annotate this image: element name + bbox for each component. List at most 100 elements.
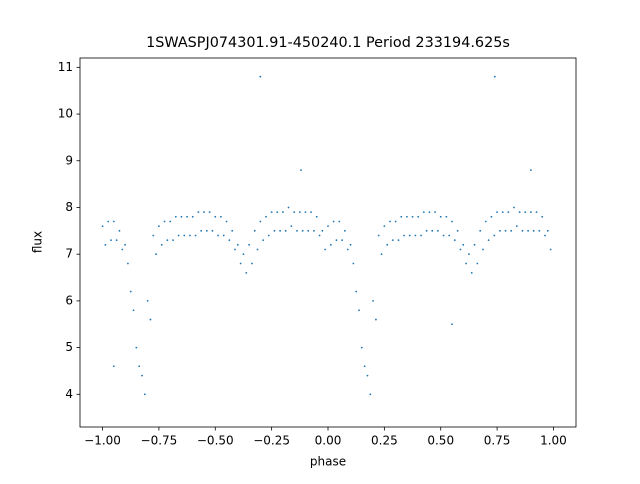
data-point bbox=[256, 248, 259, 251]
data-point bbox=[155, 253, 157, 256]
data-point bbox=[214, 215, 217, 218]
data-point bbox=[335, 239, 338, 242]
data-point bbox=[465, 262, 467, 265]
x-tick-label: −0.50 bbox=[197, 434, 234, 448]
data-point bbox=[239, 262, 242, 265]
data-point bbox=[279, 229, 281, 232]
data-point bbox=[203, 211, 205, 214]
data-point bbox=[259, 220, 262, 223]
x-tick-label: 0.75 bbox=[484, 434, 511, 448]
data-point bbox=[163, 220, 166, 223]
data-point bbox=[437, 229, 439, 232]
data-point bbox=[442, 234, 445, 237]
data-point bbox=[194, 234, 197, 237]
data-point bbox=[397, 239, 400, 242]
chart-title: 1SWASPJ074301.91-450240.1 Period 233194.… bbox=[146, 35, 510, 51]
data-point bbox=[338, 220, 341, 223]
data-point bbox=[296, 229, 298, 232]
data-point bbox=[313, 229, 315, 232]
data-point bbox=[208, 211, 211, 214]
data-point bbox=[324, 248, 327, 251]
data-point bbox=[251, 262, 253, 265]
data-point bbox=[527, 229, 529, 232]
x-tick-label: −1.00 bbox=[84, 434, 121, 448]
data-point bbox=[482, 248, 484, 251]
data-point bbox=[217, 234, 219, 237]
data-point bbox=[518, 211, 521, 214]
data-point bbox=[389, 220, 391, 223]
data-point bbox=[420, 234, 422, 237]
data-point bbox=[115, 239, 118, 242]
data-point bbox=[273, 229, 276, 232]
data-point bbox=[135, 346, 138, 349]
data-point bbox=[355, 290, 358, 293]
data-point bbox=[300, 169, 302, 172]
data-point bbox=[315, 215, 318, 218]
data-point bbox=[287, 206, 290, 209]
data-point bbox=[149, 318, 152, 321]
data-point bbox=[222, 234, 225, 237]
data-point bbox=[417, 215, 420, 218]
data-point bbox=[468, 253, 470, 256]
data-point bbox=[110, 239, 112, 242]
data-point bbox=[439, 215, 442, 218]
data-point bbox=[352, 262, 355, 265]
data-point bbox=[191, 215, 194, 218]
data-point bbox=[146, 299, 149, 302]
data-point bbox=[459, 248, 462, 251]
y-tick-label: 11 bbox=[58, 60, 73, 74]
data-point bbox=[293, 211, 296, 214]
data-point bbox=[129, 290, 132, 293]
data-point bbox=[307, 229, 310, 232]
y-tick-label: 9 bbox=[65, 153, 73, 167]
data-point bbox=[298, 211, 301, 214]
data-point bbox=[504, 229, 507, 232]
y-axis-label: flux bbox=[31, 231, 45, 253]
data-point bbox=[428, 211, 431, 214]
data-point bbox=[400, 215, 403, 218]
data-point bbox=[366, 374, 369, 377]
data-point bbox=[211, 229, 214, 232]
data-point bbox=[434, 211, 436, 214]
data-point bbox=[479, 229, 482, 232]
data-point bbox=[169, 220, 172, 223]
data-point bbox=[369, 393, 372, 396]
data-point bbox=[180, 215, 183, 218]
data-point bbox=[253, 229, 256, 232]
x-tick-label: 0.25 bbox=[371, 434, 398, 448]
data-point bbox=[332, 220, 335, 223]
data-point bbox=[448, 234, 451, 237]
data-point bbox=[406, 215, 408, 218]
data-point bbox=[544, 234, 546, 237]
data-point bbox=[183, 234, 186, 237]
data-point bbox=[422, 211, 425, 214]
data-point bbox=[228, 239, 231, 242]
data-point bbox=[301, 229, 304, 232]
data-point bbox=[403, 234, 405, 237]
data-point bbox=[127, 262, 129, 265]
data-point bbox=[453, 239, 456, 242]
data-point bbox=[205, 229, 208, 232]
data-point bbox=[380, 253, 383, 256]
data-point bbox=[177, 234, 180, 237]
data-point bbox=[248, 243, 250, 246]
data-point bbox=[484, 220, 487, 223]
data-point bbox=[124, 243, 126, 246]
data-point bbox=[121, 248, 124, 251]
data-point bbox=[386, 243, 389, 246]
data-point bbox=[225, 220, 228, 223]
data-point bbox=[375, 318, 377, 321]
data-point bbox=[104, 243, 107, 246]
data-point bbox=[538, 229, 541, 232]
data-point bbox=[360, 346, 363, 349]
data-point bbox=[394, 220, 397, 223]
data-point bbox=[532, 229, 535, 232]
data-point bbox=[499, 229, 501, 232]
data-point bbox=[515, 225, 518, 228]
data-point bbox=[282, 211, 284, 214]
data-point bbox=[456, 229, 459, 232]
data-point bbox=[107, 220, 110, 223]
data-point bbox=[493, 75, 496, 78]
data-point bbox=[284, 229, 287, 232]
